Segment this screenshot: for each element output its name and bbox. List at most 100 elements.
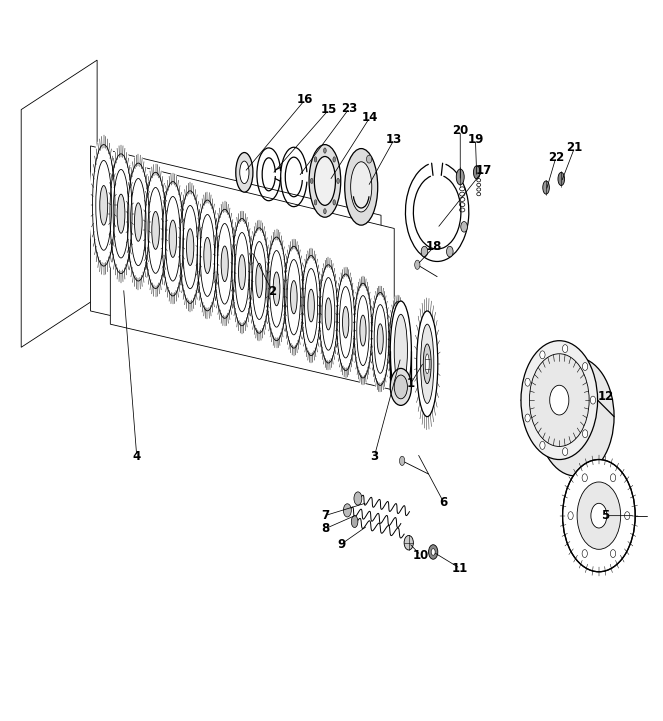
Text: 5: 5 xyxy=(601,509,609,522)
Text: 21: 21 xyxy=(566,141,583,154)
Ellipse shape xyxy=(282,239,306,355)
Ellipse shape xyxy=(583,363,587,371)
Text: 12: 12 xyxy=(597,390,614,403)
Text: 23: 23 xyxy=(341,102,357,115)
Ellipse shape xyxy=(611,549,616,557)
Ellipse shape xyxy=(414,260,420,270)
Ellipse shape xyxy=(299,248,323,363)
Ellipse shape xyxy=(558,172,565,185)
Ellipse shape xyxy=(360,315,366,346)
Text: 2: 2 xyxy=(268,285,276,298)
Ellipse shape xyxy=(310,178,313,184)
Ellipse shape xyxy=(309,145,341,217)
Ellipse shape xyxy=(611,474,616,482)
Ellipse shape xyxy=(582,474,587,482)
Polygon shape xyxy=(91,146,381,377)
Text: 22: 22 xyxy=(548,151,564,164)
Polygon shape xyxy=(21,60,97,348)
Ellipse shape xyxy=(211,201,238,327)
Ellipse shape xyxy=(530,354,589,446)
Ellipse shape xyxy=(308,289,314,322)
Ellipse shape xyxy=(590,396,595,404)
Ellipse shape xyxy=(446,247,453,257)
Ellipse shape xyxy=(369,286,391,392)
Ellipse shape xyxy=(391,368,411,405)
Text: 17: 17 xyxy=(475,164,491,177)
Ellipse shape xyxy=(117,194,125,233)
Ellipse shape xyxy=(152,211,159,249)
Text: 18: 18 xyxy=(426,240,442,254)
Text: 20: 20 xyxy=(452,124,468,137)
Ellipse shape xyxy=(221,246,228,282)
Ellipse shape xyxy=(423,344,431,384)
Ellipse shape xyxy=(577,482,621,549)
Ellipse shape xyxy=(543,181,550,194)
Ellipse shape xyxy=(317,257,340,371)
Polygon shape xyxy=(110,159,394,390)
Ellipse shape xyxy=(525,379,530,386)
Ellipse shape xyxy=(324,208,326,214)
Ellipse shape xyxy=(142,164,170,297)
Text: 1: 1 xyxy=(406,377,415,390)
Text: 16: 16 xyxy=(297,93,314,106)
Text: 3: 3 xyxy=(371,450,379,463)
Ellipse shape xyxy=(264,229,289,348)
Ellipse shape xyxy=(404,536,413,550)
Ellipse shape xyxy=(525,414,530,422)
Ellipse shape xyxy=(314,200,317,205)
Ellipse shape xyxy=(416,311,438,417)
Ellipse shape xyxy=(421,247,428,257)
Ellipse shape xyxy=(428,544,438,559)
Ellipse shape xyxy=(333,156,335,162)
Ellipse shape xyxy=(354,492,362,505)
Ellipse shape xyxy=(345,149,378,225)
Ellipse shape xyxy=(314,156,335,205)
Ellipse shape xyxy=(194,192,221,319)
Ellipse shape xyxy=(204,237,211,273)
Text: 8: 8 xyxy=(321,522,329,536)
Ellipse shape xyxy=(431,549,435,555)
Ellipse shape xyxy=(563,459,635,572)
Ellipse shape xyxy=(256,263,263,298)
Ellipse shape xyxy=(236,153,253,192)
Ellipse shape xyxy=(351,516,358,528)
Ellipse shape xyxy=(540,351,545,359)
Ellipse shape xyxy=(550,385,569,415)
Ellipse shape xyxy=(169,220,176,257)
Ellipse shape xyxy=(540,441,545,449)
Ellipse shape xyxy=(562,448,568,456)
Ellipse shape xyxy=(89,136,118,275)
Ellipse shape xyxy=(290,280,297,314)
Ellipse shape xyxy=(473,166,480,179)
Ellipse shape xyxy=(461,221,467,232)
Text: 7: 7 xyxy=(321,509,329,522)
Ellipse shape xyxy=(351,276,375,385)
Ellipse shape xyxy=(159,173,186,304)
Ellipse shape xyxy=(176,182,204,311)
Ellipse shape xyxy=(367,155,372,163)
Ellipse shape xyxy=(420,324,434,404)
Ellipse shape xyxy=(334,267,357,378)
Ellipse shape xyxy=(591,503,607,528)
Text: 10: 10 xyxy=(412,549,429,562)
Ellipse shape xyxy=(456,169,464,185)
Ellipse shape xyxy=(400,456,405,466)
Ellipse shape xyxy=(124,154,152,290)
Ellipse shape xyxy=(538,357,614,476)
Ellipse shape xyxy=(351,162,372,212)
Ellipse shape xyxy=(240,161,249,184)
Ellipse shape xyxy=(343,306,349,338)
Text: 9: 9 xyxy=(337,538,345,551)
Ellipse shape xyxy=(247,220,272,341)
Ellipse shape xyxy=(568,512,573,520)
Ellipse shape xyxy=(325,298,332,330)
Ellipse shape xyxy=(343,504,351,517)
Ellipse shape xyxy=(186,229,194,265)
Ellipse shape xyxy=(99,185,107,225)
Ellipse shape xyxy=(239,255,245,290)
Ellipse shape xyxy=(562,345,568,353)
Ellipse shape xyxy=(425,354,429,373)
Ellipse shape xyxy=(391,301,411,400)
Ellipse shape xyxy=(377,324,383,354)
Ellipse shape xyxy=(337,178,339,184)
